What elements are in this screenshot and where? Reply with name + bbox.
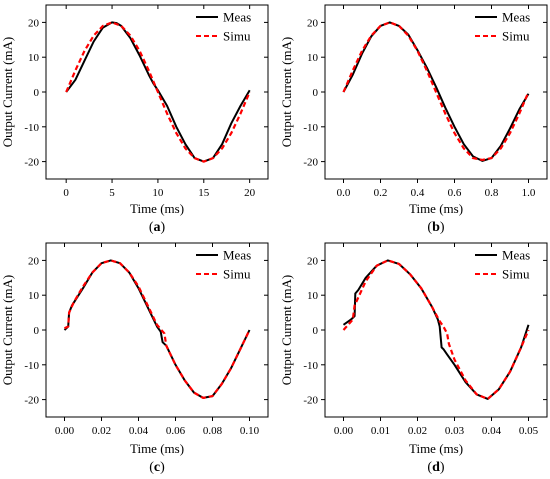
x-tick-label: 0.05 xyxy=(519,425,539,437)
y-tick-label: -20 xyxy=(24,157,39,169)
y-tick-label: 10 xyxy=(307,52,319,64)
y-tick-label: 0 xyxy=(313,325,319,337)
x-tick-label: 0.02 xyxy=(408,425,427,437)
x-tick-label: 0.8 xyxy=(485,187,499,199)
x-tick-label: 5 xyxy=(109,187,115,199)
panel-label: (b) xyxy=(427,220,444,235)
y-tick-label: -10 xyxy=(24,122,39,134)
panel-letter: a xyxy=(154,220,161,235)
series-line-simu xyxy=(342,21,530,161)
x-tick-label: 0.04 xyxy=(482,425,502,437)
panel-letter: b xyxy=(432,220,440,235)
y-tick-label: 0 xyxy=(34,325,40,337)
legend-label-simu: Simu xyxy=(223,267,251,282)
y-tick-label: 10 xyxy=(307,290,319,302)
series-line-simu xyxy=(342,259,530,400)
y-tick-label: 20 xyxy=(307,17,319,29)
x-tick-label: 0.2 xyxy=(374,187,388,199)
x-tick-label: 0 xyxy=(63,187,69,199)
x-tick-label: 0.01 xyxy=(371,425,390,437)
y-tick-label: -10 xyxy=(24,360,39,372)
y-tick-label: 0 xyxy=(313,87,319,99)
y-tick-label: -10 xyxy=(303,122,318,134)
y-tick-label: 20 xyxy=(28,17,40,29)
y-tick-label: -10 xyxy=(303,360,318,372)
x-tick-label: 0.4 xyxy=(411,187,425,199)
series-line-simu xyxy=(65,21,251,163)
panel-label: (d) xyxy=(427,460,444,475)
y-tick-label: -20 xyxy=(303,157,318,169)
y-axis-label: Output Current (mA) xyxy=(0,275,15,385)
panel-letter: d xyxy=(432,460,440,475)
y-tick-label: -20 xyxy=(303,395,318,407)
x-tick-label: 15 xyxy=(198,187,210,199)
y-tick-label: 20 xyxy=(28,255,40,267)
legend-label-meas: Meas xyxy=(223,248,251,263)
y-tick-label: 10 xyxy=(28,290,40,302)
x-tick-label: 0.00 xyxy=(334,425,354,437)
panel-c: 0.00 0.02 0.04 0.06 0.08 0.10 -20 -10 0 10 20 Time … xyxy=(0,242,269,475)
x-tick-label: 0.10 xyxy=(240,425,260,437)
panel-label: (c) xyxy=(149,460,165,475)
x-tick-label: 0.00 xyxy=(55,425,75,437)
x-tick-label: 0.6 xyxy=(448,187,462,199)
legend-label-meas: Meas xyxy=(502,10,530,25)
legend-label-simu: Simu xyxy=(502,29,530,44)
y-axis-label: Output Current (mA) xyxy=(279,37,294,147)
x-tick-label: 20 xyxy=(244,187,256,199)
y-tick-label: 0 xyxy=(34,87,40,99)
panel-b: 0.0 0.2 0.4 0.6 0.8 1.0 -20 -10 0 10 20 Time (ms) Ou… xyxy=(279,4,548,235)
x-tick-label: 1.0 xyxy=(522,187,536,199)
x-tick-label: 10 xyxy=(152,187,164,199)
x-axis-label: Time (ms) xyxy=(409,441,463,456)
legend-label-simu: Simu xyxy=(502,267,530,282)
series-line-simu xyxy=(64,259,251,399)
x-axis-label: Time (ms) xyxy=(130,441,184,456)
y-tick-label: -20 xyxy=(24,395,39,407)
series-line-meas xyxy=(63,259,251,399)
y-axis-label: Output Current (mA) xyxy=(0,37,15,147)
x-axis-label: Time (ms) xyxy=(409,201,463,216)
x-tick-label: 0.08 xyxy=(203,425,223,437)
panel-d: 0.00 0.01 0.02 0.03 0.04 0.05 -20 -10 0 10 20 Time … xyxy=(279,242,548,475)
legend-label-meas: Meas xyxy=(502,248,530,263)
y-tick-label: 10 xyxy=(28,52,40,64)
y-axis-label: Output Current (mA) xyxy=(279,275,294,385)
x-axis-label: Time (ms) xyxy=(130,201,184,216)
panel-letter: c xyxy=(154,460,160,475)
x-tick-label: 0.0 xyxy=(337,187,351,199)
legend-label-simu: Simu xyxy=(223,29,251,44)
panel-label: (a) xyxy=(149,220,166,235)
y-tick-label: 20 xyxy=(307,255,319,267)
series-line-meas xyxy=(342,259,530,400)
x-tick-label: 0.06 xyxy=(166,425,186,437)
x-tick-label: 0.03 xyxy=(445,425,465,437)
panel-a: 0 5 10 15 20 -20 -10 0 10 20 Time (ms) Output Curre… xyxy=(0,4,269,235)
legend-label-meas: Meas xyxy=(223,10,251,25)
x-tick-label: 0.04 xyxy=(129,425,149,437)
x-tick-label: 0.02 xyxy=(92,425,111,437)
